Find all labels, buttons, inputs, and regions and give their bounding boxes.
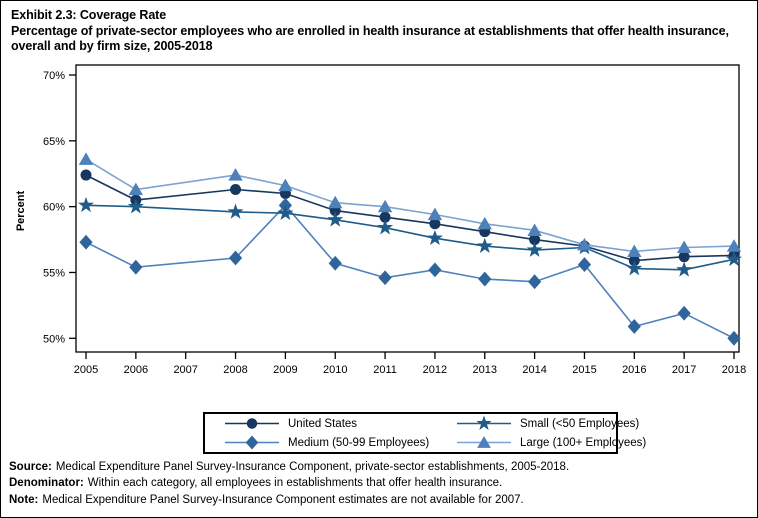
- legend-item-label: Large (100+ Employees): [520, 436, 647, 449]
- footnote-denominator: Denominator: Within each category, all em…: [9, 475, 569, 491]
- x-axis-tick-label: 2011: [373, 364, 397, 376]
- series-small-50-employees-marker: [277, 204, 294, 221]
- series-medium-50-99-employees-marker: [129, 259, 143, 275]
- series-small-50-employees-marker: [526, 241, 543, 257]
- series-medium-50-99-employees-marker: [428, 262, 442, 278]
- footnote-source: Source: Medical Expenditure Panel Survey-…: [9, 459, 569, 475]
- legend-item-medium-50-99-employees: Medium (50-99 Employees): [225, 434, 457, 451]
- series-united-states-marker: [678, 251, 690, 263]
- x-axis-tick-label: 2015: [572, 364, 596, 376]
- y-axis-tick-label: 60%: [43, 202, 65, 214]
- x-axis-tick-label: 2005: [74, 364, 98, 376]
- series-large-100-employees-marker: [128, 182, 144, 196]
- footnote-source-label: Source:: [9, 461, 52, 473]
- x-axis-tick-label: 2017: [672, 364, 696, 376]
- series-large-100-employees-marker: [627, 244, 642, 258]
- x-axis-tick-label: 2012: [423, 364, 447, 376]
- series-medium-50-99-employees-marker: [677, 305, 691, 321]
- footnote-source-text: Medical Expenditure Panel Survey-Insuran…: [55, 461, 570, 473]
- legend-item-label: United States: [288, 417, 358, 430]
- footnotes: Source: Medical Expenditure Panel Survey-…: [9, 459, 569, 508]
- footnote-denominator-text: Within each category, all employees in e…: [87, 477, 503, 490]
- chart-title-line1: Exhibit 2.3: Coverage Rate: [11, 8, 167, 22]
- y-axis-tick-label: 65%: [43, 136, 65, 148]
- series-small-50-employees-marker: [78, 196, 94, 213]
- series-medium-50-99-employees-marker: [627, 319, 641, 334]
- series-medium-50-99-employees-marker: [478, 271, 492, 287]
- series-medium-50-99-employees-marker: [528, 274, 542, 290]
- series-united-states-marker: [230, 184, 242, 196]
- legend-item-united-states: United States: [225, 415, 457, 432]
- chart-title: Exhibit 2.3: Coverage Rate Percentage of…: [11, 8, 739, 55]
- legend-marker-circle: [246, 418, 258, 429]
- series-medium-50-99-employees-marker: [378, 270, 392, 286]
- legend-marker-star: [476, 415, 492, 430]
- x-axis-tick-label: 2006: [124, 364, 148, 376]
- series-large-100-employees-marker: [577, 237, 592, 251]
- legend-item-label: Medium (50-99 Employees): [288, 436, 430, 449]
- legend-item-large-100-employees: Large (100+ Employees): [457, 434, 646, 451]
- legend: United States Small (<50 Employees) Medium…: [203, 412, 646, 454]
- series-medium-50-99-employees-marker: [79, 234, 93, 250]
- series-medium-50-99-employees-marker: [228, 250, 243, 266]
- series-large-100-employees-marker: [427, 207, 443, 221]
- series-small-50-employees-marker: [127, 198, 144, 214]
- legend-diamond-icon: [225, 435, 279, 450]
- x-axis-tick-label: 2008: [223, 364, 247, 376]
- series-small-50-employees-marker: [327, 211, 344, 227]
- series-large-100-employees-marker: [228, 168, 243, 181]
- series-small-50-employees-marker: [476, 237, 493, 253]
- series-small-50-employees-marker: [676, 261, 693, 277]
- legend-marker-triangle: [477, 435, 491, 448]
- chart-title-line2: Percentage of private-sector employees w…: [11, 23, 729, 54]
- series-large-100-employees-marker: [78, 152, 94, 165]
- series-small-50-employees-marker: [426, 229, 443, 246]
- coverage-rate-line-chart: 70% 65% 60% 55% 50% 2005 2006 2007 2008 2009 2010 2…: [43, 64, 746, 376]
- legend-marker-diamond: [245, 435, 259, 450]
- footnote-denominator-label: Denominator:: [9, 477, 84, 490]
- series-united-states-marker: [379, 211, 391, 223]
- footnote-note-text: Medical Expenditure Panel Survey-Insuran…: [42, 493, 524, 506]
- series-large-100-employees-marker: [527, 223, 542, 236]
- legend-item-label: Small (<50 Employees): [520, 417, 640, 430]
- series-large-100-employees-marker: [278, 178, 293, 192]
- x-axis-tick-label: 2016: [622, 364, 646, 376]
- series-small-50-employees-marker: [726, 250, 742, 267]
- x-axis-tick-label: 2010: [323, 364, 347, 376]
- legend-item-small-50-employees: Small (<50 Employees): [457, 415, 646, 432]
- series-large-100-employees-marker: [726, 239, 742, 252]
- y-axis-tick-label: 55%: [43, 267, 65, 279]
- series-large-100-employees-marker: [377, 199, 393, 213]
- series-large-100-employees-marker: [676, 240, 692, 254]
- x-axis-tick-label: 2014: [522, 364, 546, 376]
- series-united-states-marker: [429, 218, 441, 230]
- series-medium-50-99-employees-marker: [577, 257, 592, 272]
- series-united-states-marker: [80, 169, 92, 181]
- footnote-note: Note: Medical Expenditure Panel Survey-In…: [9, 492, 569, 508]
- series-large-100-employees-marker: [477, 216, 492, 230]
- footnote-note-label: Note:: [9, 493, 39, 506]
- series-small-50-employees-marker: [377, 219, 394, 235]
- legend-triangle-icon: [457, 435, 511, 448]
- series-medium-50-99-employees-marker: [727, 330, 741, 346]
- y-axis-tick-label: 50%: [43, 333, 65, 345]
- legend-circle-icon: [225, 418, 279, 429]
- series-small-50-employees-marker: [227, 203, 244, 219]
- series-medium-50-99-employees-marker: [328, 255, 342, 271]
- x-axis-tick-label: 2009: [273, 364, 297, 376]
- series-united-states-marker: [529, 234, 541, 246]
- x-axis-tick-label: 2018: [722, 364, 746, 376]
- legend-star-icon: [457, 415, 511, 430]
- x-axis-tick-label: 2013: [473, 364, 497, 376]
- series-small-50-employees-marker: [626, 260, 643, 276]
- x-axis-tick-label: 2007: [173, 364, 197, 376]
- series-large-100-employees-marker: [328, 195, 343, 209]
- plot-frame: [75, 64, 740, 353]
- y-axis-tick-label: 70%: [43, 70, 65, 82]
